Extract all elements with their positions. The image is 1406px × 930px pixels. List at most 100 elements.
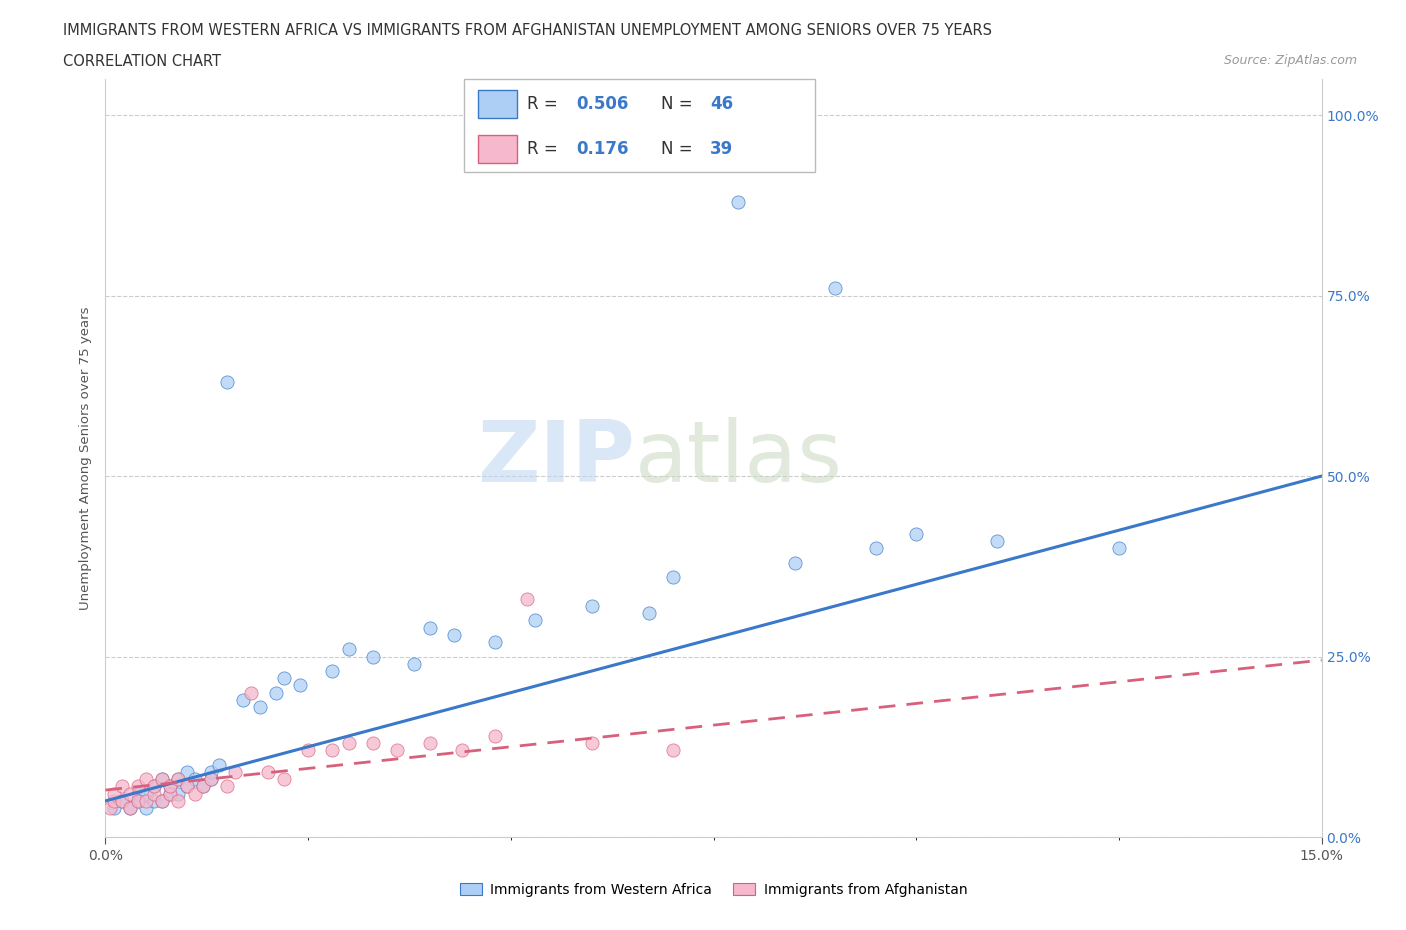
Point (273, 671, 295, 685)
Point (297, 743, 319, 758)
Point (135, 801, 157, 816)
Text: R =: R = (527, 140, 564, 158)
Point (288, 678, 311, 693)
Point (98, 801, 121, 816)
Point (232, 693, 254, 708)
Point (150, 772, 173, 787)
FancyBboxPatch shape (478, 90, 517, 118)
Point (150, 772, 173, 787)
Text: 46: 46 (710, 95, 733, 113)
FancyBboxPatch shape (464, 79, 815, 172)
Point (167, 772, 190, 787)
Point (135, 786, 157, 801)
Text: Source: ZipAtlas.com: Source: ZipAtlas.com (1223, 54, 1357, 67)
Text: 0.506: 0.506 (576, 95, 628, 113)
Point (183, 786, 205, 801)
Point (143, 779, 166, 794)
Point (524, 613, 547, 628)
Legend: Immigrants from Western Africa, Immigrants from Afghanistan: Immigrants from Western Africa, Immigran… (454, 877, 973, 902)
Point (727, 194, 749, 209)
Point (484, 728, 506, 743)
Point (167, 793, 190, 808)
Point (135, 793, 157, 808)
Point (103, 801, 125, 816)
Point (905, 526, 928, 541)
Text: ZIP: ZIP (477, 417, 634, 499)
Point (321, 663, 343, 678)
Point (484, 634, 506, 649)
Text: 39: 39 (710, 140, 734, 158)
Point (127, 779, 149, 794)
Point (200, 764, 222, 779)
Point (118, 801, 141, 816)
Point (176, 779, 198, 794)
Point (662, 743, 685, 758)
Point (143, 779, 166, 794)
Point (516, 591, 538, 606)
Text: N =: N = (661, 95, 697, 113)
Point (1108, 541, 1130, 556)
Point (224, 764, 246, 779)
Point (443, 628, 465, 643)
Text: 0.176: 0.176 (576, 140, 628, 158)
Text: atlas: atlas (634, 417, 842, 499)
Point (419, 736, 441, 751)
Point (103, 786, 125, 801)
Point (986, 534, 1008, 549)
Point (217, 375, 239, 390)
Y-axis label: Unemployment Among Seniors over 75 years: Unemployment Among Seniors over 75 years (79, 306, 93, 610)
Point (150, 793, 173, 808)
Point (865, 541, 887, 556)
Point (127, 793, 149, 808)
Point (111, 793, 134, 808)
Point (159, 779, 181, 794)
FancyBboxPatch shape (478, 135, 517, 163)
Point (337, 642, 360, 657)
Point (208, 757, 231, 772)
Point (240, 685, 263, 700)
Point (183, 772, 205, 787)
Point (176, 764, 198, 779)
Point (111, 793, 134, 808)
Point (191, 779, 214, 794)
Point (150, 793, 173, 808)
Point (159, 779, 181, 794)
Point (111, 779, 134, 794)
Point (217, 779, 239, 794)
Point (321, 743, 343, 758)
Point (143, 786, 166, 801)
Point (256, 764, 278, 779)
Point (273, 772, 295, 787)
Point (662, 570, 685, 585)
Point (127, 786, 149, 801)
Point (118, 801, 141, 816)
Text: CORRELATION CHART: CORRELATION CHART (63, 54, 221, 69)
Text: IMMIGRANTS FROM WESTERN AFRICA VS IMMIGRANTS FROM AFGHANISTAN UNEMPLOYMENT AMONG: IMMIGRANTS FROM WESTERN AFRICA VS IMMIGR… (63, 23, 993, 38)
Point (167, 772, 190, 787)
Point (127, 793, 149, 808)
Point (451, 743, 474, 758)
Point (419, 620, 441, 635)
Text: R =: R = (527, 95, 564, 113)
Point (581, 599, 603, 614)
Point (191, 779, 214, 794)
Point (637, 605, 659, 620)
Point (176, 779, 198, 794)
Point (581, 736, 603, 751)
Point (361, 736, 384, 751)
Point (159, 786, 181, 801)
Point (118, 786, 141, 801)
Point (824, 281, 846, 296)
Point (200, 772, 222, 787)
Point (159, 786, 181, 801)
Point (361, 649, 384, 664)
Point (337, 736, 360, 751)
Point (249, 699, 271, 714)
Point (135, 772, 157, 787)
Point (783, 555, 806, 570)
Point (103, 793, 125, 808)
Point (143, 793, 166, 808)
Point (402, 657, 425, 671)
Point (264, 685, 287, 700)
Point (200, 772, 222, 787)
